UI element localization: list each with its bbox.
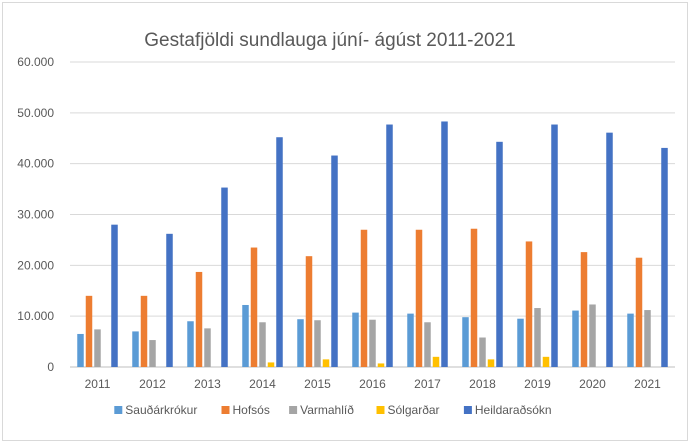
y-tick-label: 10.000 bbox=[17, 309, 54, 323]
legend-label: Sólgarðar bbox=[388, 403, 440, 417]
bar-varmahlíð-2017 bbox=[424, 322, 431, 367]
bar-varmahlíð-2021 bbox=[644, 310, 651, 367]
x-tick-label: 2011 bbox=[85, 377, 111, 391]
bar-varmahlíð-2018 bbox=[479, 337, 486, 367]
legend-swatch bbox=[114, 406, 123, 414]
bar-hofsós-2014 bbox=[250, 247, 258, 367]
x-axis-ticks: 2011 2012 2013 2014 2015 2016 2017 2018 2019 2020… bbox=[85, 377, 662, 391]
bar-heildaraðsókn-2016 bbox=[386, 124, 393, 368]
bar-varmahlíð-2015 bbox=[314, 320, 321, 367]
bar-heildaraðsókn-2011 bbox=[111, 224, 118, 367]
bar-heildaraðsókn-2021 bbox=[661, 147, 668, 367]
bar-sólgarðar-2015 bbox=[322, 359, 330, 367]
bar-sauðárkrókur-2014 bbox=[242, 304, 249, 367]
bar-sólgarðar-2014 bbox=[267, 362, 275, 367]
x-tick-label: 2015 bbox=[304, 377, 331, 391]
bar-hofsós-2011 bbox=[85, 295, 93, 367]
bar-heildaraðsókn-2014 bbox=[276, 137, 283, 367]
bar-hofsós-2013 bbox=[195, 271, 203, 367]
bar-varmahlíð-2014 bbox=[259, 322, 266, 367]
x-tick-label: 2021 bbox=[634, 377, 661, 391]
bar-sólgarðar-2018 bbox=[487, 359, 495, 367]
bar-heildaraðsókn-2019 bbox=[551, 124, 558, 368]
bar-sauðárkrókur-2018 bbox=[462, 317, 469, 367]
bar-hofsós-2018 bbox=[470, 228, 478, 367]
bar-sólgarðar-2019 bbox=[542, 356, 550, 367]
bar-sauðárkrókur-2021 bbox=[627, 313, 634, 367]
bar-varmahlíð-2013 bbox=[204, 328, 211, 367]
bar-varmahlíð-2011 bbox=[94, 329, 101, 367]
bar-sauðárkrókur-2019 bbox=[517, 318, 524, 367]
bar-sólgarðar-2017 bbox=[432, 356, 440, 367]
x-tick-label: 2014 bbox=[249, 377, 276, 391]
bar-sauðárkrókur-2013 bbox=[187, 321, 194, 367]
legend-label: Heildaraðsókn bbox=[475, 403, 552, 417]
bar-heildaraðsókn-2018 bbox=[496, 141, 503, 367]
y-tick-label: 60.000 bbox=[17, 55, 54, 69]
legend-swatch bbox=[289, 406, 298, 414]
bar-hofsós-2020 bbox=[580, 252, 588, 367]
x-tick-label: 2019 bbox=[524, 377, 551, 391]
legend-swatch bbox=[463, 406, 472, 414]
bar-varmahlíð-2019 bbox=[534, 308, 541, 367]
legend-swatch bbox=[221, 406, 230, 414]
y-axis-ticks: 0 10.000 20.000 30.000 40.000 50.000 60.000 bbox=[17, 55, 54, 374]
chart-title: Gestafjöldi sundlauga júní- ágúst 2011-2… bbox=[144, 30, 515, 51]
y-tick-label: 50.000 bbox=[17, 106, 54, 120]
chart-frame bbox=[2, 2, 688, 441]
bar-sauðárkrókur-2011 bbox=[77, 333, 84, 367]
bar-varmahlíð-2012 bbox=[149, 340, 156, 367]
bar-sauðárkrókur-2015 bbox=[297, 319, 304, 367]
legend-label: Hofsós bbox=[233, 403, 270, 417]
bar-hofsós-2021 bbox=[635, 257, 643, 367]
legend-swatch bbox=[376, 406, 385, 414]
x-tick-label: 2020 bbox=[579, 377, 606, 391]
bar-sauðárkrókur-2020 bbox=[572, 310, 579, 367]
y-tick-label: 20.000 bbox=[17, 258, 54, 272]
y-tick-label: 40.000 bbox=[17, 157, 54, 171]
x-tick-label: 2013 bbox=[194, 377, 221, 391]
bar-heildaraðsókn-2017 bbox=[441, 121, 448, 367]
bar-varmahlíð-2020 bbox=[589, 304, 596, 367]
y-tick-label: 0 bbox=[47, 360, 54, 374]
bar-sólgarðar-2016 bbox=[377, 363, 385, 367]
legend-label: Sauðárkrókur bbox=[125, 403, 197, 417]
bar-sauðárkrókur-2017 bbox=[407, 313, 414, 367]
legend: Sauðárkrókur Hofsós Varmahlíð Sólgarðar Heil… bbox=[114, 403, 552, 417]
bar-heildaraðsókn-2015 bbox=[331, 155, 338, 367]
x-tick-label: 2012 bbox=[139, 377, 166, 391]
bar-hofsós-2017 bbox=[415, 229, 423, 367]
bar-heildaraðsókn-2012 bbox=[166, 233, 173, 367]
bar-hofsós-2015 bbox=[305, 256, 313, 367]
bar-sauðárkrókur-2016 bbox=[352, 312, 359, 367]
bar-heildaraðsókn-2013 bbox=[221, 187, 228, 367]
x-tick-label: 2016 bbox=[359, 377, 386, 391]
bars bbox=[77, 121, 668, 368]
x-tick-label: 2017 bbox=[414, 377, 441, 391]
x-tick-label: 2018 bbox=[469, 377, 496, 391]
legend-label: Varmahlíð bbox=[300, 403, 354, 417]
bar-varmahlíð-2016 bbox=[369, 319, 376, 367]
bar-heildaraðsókn-2020 bbox=[606, 132, 613, 367]
bar-hofsós-2019 bbox=[525, 241, 533, 367]
bar-sauðárkrókur-2012 bbox=[132, 331, 139, 367]
bar-hofsós-2012 bbox=[140, 295, 148, 367]
y-tick-label: 30.000 bbox=[17, 208, 54, 222]
bar-hofsós-2016 bbox=[360, 229, 368, 367]
